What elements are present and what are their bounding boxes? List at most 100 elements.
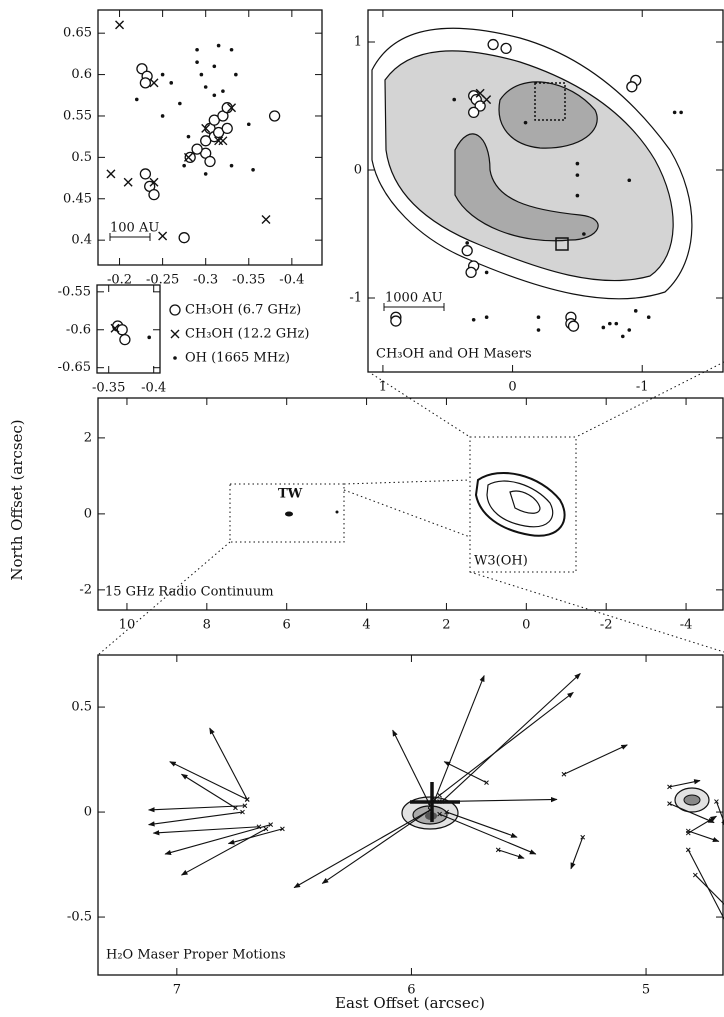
oh-maser bbox=[537, 315, 541, 319]
oh-maser bbox=[582, 232, 586, 236]
panel-frame bbox=[97, 285, 160, 373]
proper-motion-arrow bbox=[440, 692, 574, 795]
oh-maser bbox=[213, 64, 217, 68]
oh-maser bbox=[465, 241, 469, 245]
legend-marker bbox=[170, 305, 180, 315]
maser-6-7ghz bbox=[117, 325, 127, 335]
oh-maser bbox=[608, 322, 612, 326]
legend-marker bbox=[171, 330, 179, 338]
arrow-origin bbox=[485, 781, 489, 785]
maser-12-2ghz bbox=[150, 79, 158, 87]
x-tick-label: 6 bbox=[283, 618, 291, 633]
oh-maser bbox=[472, 318, 476, 322]
maser-12-2ghz bbox=[159, 232, 167, 240]
maser-6-7ghz bbox=[569, 321, 579, 331]
x-tick-label: 5 bbox=[642, 983, 650, 998]
legend-marker bbox=[173, 356, 177, 360]
proper-motion-arrow bbox=[210, 728, 248, 799]
y-tick-label: -2 bbox=[79, 582, 92, 597]
arrow-origin bbox=[686, 848, 690, 852]
y-tick-label: 0 bbox=[84, 805, 92, 820]
x-tick-label: 2 bbox=[442, 618, 450, 633]
x-axis-label: East Offset (arcsec) bbox=[335, 994, 485, 1012]
y-tick-label: 0 bbox=[84, 506, 92, 521]
x-tick-label: -0.35 bbox=[232, 273, 265, 288]
y-tick-label: 0.5 bbox=[71, 150, 92, 165]
x-tick-label: 7 bbox=[173, 983, 181, 998]
x-tick-label: -2 bbox=[600, 618, 613, 633]
legend-label: CH₃OH (6.7 GHz) bbox=[185, 303, 301, 318]
proper-motion-arrow bbox=[564, 745, 627, 774]
annotation: TW bbox=[278, 487, 303, 502]
maser-6-7ghz bbox=[185, 152, 195, 162]
maser-12-2ghz bbox=[116, 21, 124, 29]
y-tick-label: -1 bbox=[349, 291, 362, 306]
y-tick-label: -0.55 bbox=[58, 284, 91, 299]
oh-maser bbox=[147, 336, 151, 340]
oh-maser bbox=[195, 60, 199, 64]
maser-12-2ghz bbox=[262, 215, 270, 223]
x-tick-label: 0 bbox=[522, 618, 530, 633]
y-tick-label: -0.6 bbox=[66, 322, 91, 337]
x-tick-label: -4 bbox=[680, 618, 693, 633]
proper-motion-arrow bbox=[149, 812, 243, 825]
x-tick-label: -1 bbox=[636, 380, 649, 395]
oh-maser bbox=[234, 73, 238, 77]
maser-6-7ghz bbox=[120, 335, 130, 345]
maser-6-7ghz bbox=[627, 82, 637, 92]
y-tick-label: 0.65 bbox=[63, 26, 92, 41]
oh-maser bbox=[627, 328, 631, 332]
arrow-origin bbox=[562, 772, 566, 776]
proper-motion-arrow bbox=[688, 831, 718, 841]
oh-maser bbox=[195, 48, 199, 52]
x-tick-label: 1 bbox=[379, 380, 387, 395]
y-tick-label: -0.5 bbox=[67, 910, 92, 925]
maser-6-7ghz bbox=[469, 107, 479, 117]
oh-maser bbox=[213, 93, 217, 97]
annotation: 1000 AU bbox=[385, 291, 443, 306]
proper-motion-arrow bbox=[182, 829, 266, 875]
proper-motion-arrow bbox=[435, 676, 484, 800]
maser-12-2ghz bbox=[124, 178, 132, 186]
maser-6-7ghz bbox=[179, 233, 189, 243]
proper-motion-arrow bbox=[688, 850, 724, 940]
y-tick-label: -0.65 bbox=[58, 360, 91, 375]
annotation: W3(OH) bbox=[474, 554, 528, 569]
oh-maser bbox=[634, 309, 638, 313]
oh-maser bbox=[576, 194, 580, 198]
proper-motion-arrow bbox=[498, 850, 524, 858]
oh-maser bbox=[204, 85, 208, 89]
x-tick-label: 10 bbox=[119, 618, 136, 633]
x-tick-label: -0.4 bbox=[141, 381, 166, 396]
y-tick-label: 0 bbox=[354, 163, 362, 178]
oh-maser bbox=[485, 315, 489, 319]
legend-label: OH (1665 MHz) bbox=[185, 351, 290, 366]
annotation: 15 GHz Radio Continuum bbox=[105, 585, 274, 600]
proper-motion-arrow bbox=[170, 762, 247, 800]
y-axis-label: North Offset (arcsec) bbox=[8, 419, 26, 580]
oh-maser bbox=[182, 164, 186, 168]
proper-motion-arrow bbox=[182, 774, 236, 808]
oh-maser bbox=[621, 335, 625, 339]
maser-6-7ghz bbox=[140, 78, 150, 88]
oh-maser bbox=[169, 81, 173, 85]
proper-motion-arrow bbox=[670, 781, 700, 787]
y-tick-label: 1 bbox=[354, 35, 362, 50]
oh-maser bbox=[217, 44, 221, 48]
maser-12-2ghz bbox=[219, 137, 227, 145]
panel-frame bbox=[98, 398, 723, 610]
arrow-origin bbox=[264, 827, 268, 831]
maser-6-7ghz bbox=[140, 169, 150, 179]
maser-6-7ghz bbox=[501, 43, 511, 53]
oh-maser bbox=[221, 89, 225, 93]
maser-6-7ghz bbox=[222, 123, 232, 133]
oh-maser bbox=[602, 326, 606, 330]
oh-maser bbox=[576, 173, 580, 177]
proper-motion-arrow bbox=[149, 806, 245, 810]
maser-6-7ghz bbox=[462, 246, 472, 256]
oh-maser bbox=[161, 73, 165, 77]
y-tick-label: 0.55 bbox=[63, 108, 92, 123]
proper-motion-arrow bbox=[322, 810, 430, 883]
zoom-lines bbox=[98, 362, 724, 655]
proper-motion-arrow bbox=[228, 829, 282, 844]
